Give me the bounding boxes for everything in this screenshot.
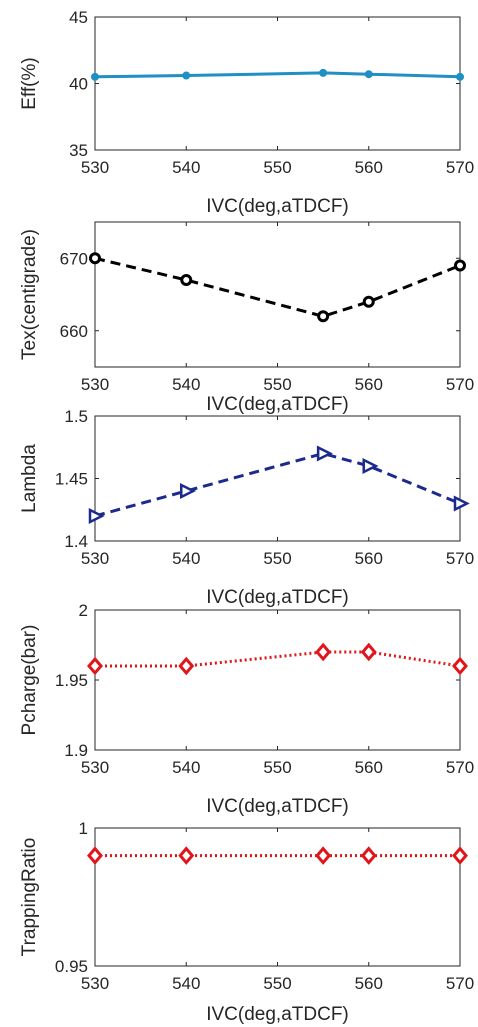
data-point [452,656,468,676]
x-axis-label: IVC(deg,aTDCF) [206,796,349,817]
x-axis-label: IVC(deg,aTDCF) [206,394,349,415]
x-tick-label: 540 [172,758,200,777]
y-tick-label: 1.45 [55,470,88,489]
x-tick-label: 550 [263,974,291,993]
data-point [87,846,103,865]
x-tick-label: 530 [81,974,109,993]
x-tick-label: 560 [355,549,383,568]
y-tick-label: 2 [79,601,88,620]
data-point [317,310,330,323]
data-point [456,72,464,81]
data-point [362,457,379,475]
x-tick-label: 530 [81,758,109,777]
x-tick-label: 550 [263,549,291,568]
x-tick-label: 560 [355,758,383,777]
data-point [316,445,333,462]
x-tick-label: 550 [263,758,291,777]
data-point [89,252,101,265]
data-point [178,656,195,676]
data-point [360,642,377,662]
y-tick-label: 1 [79,819,88,838]
data-point [362,295,375,308]
chart-panel-4: 530 540 550 560 570 1.9 1.95 2 IVC(deg,aTDCF) Pch… [19,601,474,817]
chart-panel-3: 530 540 550 560 570 1.4 1.45 1.5 IVC(deg,aTDCF) L… [19,407,474,608]
y-tick-label: 0.95 [55,957,88,976]
data-point [88,507,105,525]
x-tick-label: 550 [263,158,291,177]
y-tick-label: 35 [69,141,88,160]
x-tick-label: 570 [446,758,474,777]
y-tick-label: 45 [69,8,88,27]
x-tick-label: 530 [81,549,109,568]
y-tick-label: 660 [60,322,88,341]
y-tick-label: 1.9 [64,741,88,760]
x-tick-label: 560 [355,974,383,993]
data-point [91,72,99,81]
y-axis-label: Lambda [19,444,40,513]
y-tick-label: 1.4 [64,532,88,551]
y-axis-label: TrappingRatio [19,838,40,957]
data-point [319,68,328,77]
x-tick-label: 530 [81,375,109,394]
plot-frame [94,221,461,368]
data-point [315,642,332,662]
data-point [453,495,470,512]
data-point [182,71,191,80]
x-tick-label: 570 [446,549,474,568]
chart-panel-1: 530 540 550 560 570 35 40 45 IVC(deg,aTDCF) Eff(%… [19,8,474,217]
chart-panel-2: 530 540 550 560 570 660 670 IVC(deg,aTDCF) Tex(c… [19,221,474,415]
x-tick-label: 550 [263,375,291,394]
data-point [87,656,103,676]
y-tick-label: 670 [60,249,88,268]
data-point [180,482,197,500]
x-tick-label: 570 [446,974,474,993]
y-axis-label: Tex(centigrade) [19,229,40,360]
plot-frame [94,827,461,967]
chart-panel-5: 530 540 550 560 570 0.95 1 IVC(deg,aTDCF) Trappi… [19,819,474,1025]
data-point [315,846,332,865]
series-line [95,650,461,668]
data-point [180,274,193,286]
data-point [360,846,377,865]
y-tick-label: 1.95 [55,671,88,690]
x-axis-label: IVC(deg,aTDCF) [206,1004,349,1025]
x-tick-label: 530 [81,158,109,177]
x-tick-label: 570 [446,158,474,177]
plot-frame [94,16,461,151]
x-tick-label: 560 [355,158,383,177]
data-point [178,846,195,865]
x-axis-label: IVC(deg,aTDCF) [206,587,349,608]
x-axis-label: IVC(deg,aTDCF) [206,196,349,217]
plot-frame [94,609,461,751]
x-tick-label: 540 [172,974,200,993]
data-point [452,846,468,865]
y-axis-label: Pcharge(bar) [19,625,40,736]
data-point [454,259,466,272]
x-tick-label: 540 [172,158,200,177]
x-tick-label: 560 [355,375,383,394]
x-tick-label: 540 [172,549,200,568]
data-point [364,70,373,79]
x-tick-label: 570 [446,375,474,394]
y-tick-label: 1.5 [64,407,88,426]
y-tick-label: 40 [69,75,88,94]
plot-frame [94,415,461,542]
x-tick-label: 540 [172,375,200,394]
y-axis-label: Eff(%) [19,57,40,109]
